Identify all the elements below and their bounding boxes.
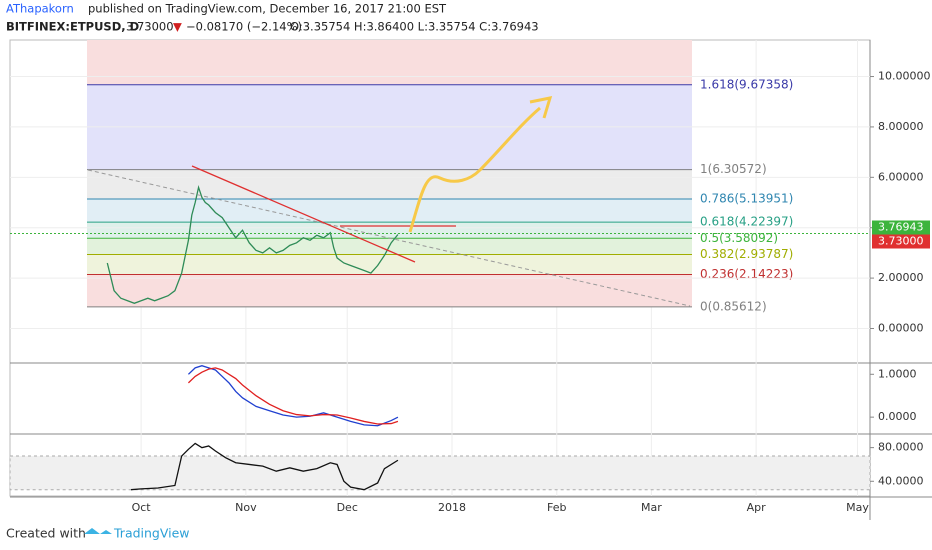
price-box [872, 234, 930, 249]
y-tick-label: 1.0000 [878, 367, 917, 380]
series-line [106, 184, 399, 304]
last: 3.73000 [126, 20, 174, 34]
arrow-head [529, 96, 553, 119]
price-box-label: 3.73000 [878, 235, 924, 248]
y-tick-label: 2.00000 [878, 271, 924, 284]
fib-band [87, 198, 692, 223]
change: −0.08170 (−2.14%) [186, 20, 302, 34]
fib-label: 0.5(3.58092) [700, 231, 778, 245]
x-tick-label: Mar [641, 501, 662, 514]
symbol: BITFINEX:ETPUSD, D [6, 20, 139, 34]
y-tick-label: 10.00000 [878, 70, 931, 83]
x-tick-label: Nov [235, 501, 257, 514]
logo [84, 528, 112, 534]
author[interactable]: AThapakorn [6, 2, 74, 16]
y-tick-label: 40.0000 [878, 474, 924, 487]
projection-arrow [408, 106, 541, 233]
annotations [87, 96, 691, 307]
fib-band [87, 40, 692, 85]
y-tick-label: 8.00000 [878, 120, 924, 133]
trend-red [191, 165, 416, 263]
series-line [187, 365, 399, 427]
fib-label: 1(6.30572) [700, 162, 767, 176]
footer-brand[interactable]: TradingView [113, 526, 190, 541]
fib-band [87, 274, 692, 307]
y-tick-label: 6.00000 [878, 170, 924, 183]
fib-band [87, 254, 692, 275]
fib-label: 0.618(4.22397) [700, 215, 793, 229]
fib-label: 0.786(5.13951) [700, 191, 793, 205]
x-tick-label: May [846, 501, 869, 514]
x-tick-label: Oct [132, 501, 152, 514]
arrow: ▼ [173, 20, 182, 34]
series-line [187, 367, 399, 425]
fib-band [87, 169, 692, 199]
x-tick-label: Feb [547, 501, 566, 514]
x-tick-label: Dec [337, 501, 358, 514]
fib-label: 0.236(2.14223) [700, 267, 793, 281]
ohlc: O:3.35754 H:3.86400 L:3.35754 C:3.76943 [290, 20, 539, 34]
fib-band [87, 222, 692, 239]
footer-created: Created with [6, 526, 86, 541]
y-tick-label: 0.0000 [878, 410, 917, 423]
y-tick-label: 0.00000 [878, 321, 924, 334]
fib-label: 0.382(2.93787) [700, 247, 793, 261]
price-box-label: 3.76943 [878, 221, 924, 234]
x-tick-label: 2018 [438, 501, 466, 514]
x-tick-label: Apr [747, 501, 767, 514]
y-tick-label: 80.0000 [878, 441, 924, 454]
plot: Oct Nov Dec 2018 Feb Mar Apr May 1.618(9.67358) 1… [9, 39, 932, 520]
rsi-band [9, 455, 871, 491]
fib-label: 0(0.85612) [700, 299, 767, 313]
trend-dashed [87, 169, 691, 307]
published: published on TradingView.com, December 1… [88, 2, 447, 16]
series-line [130, 442, 399, 491]
fib-label: 1.618(9.67358) [700, 77, 793, 91]
price-box [872, 220, 930, 235]
